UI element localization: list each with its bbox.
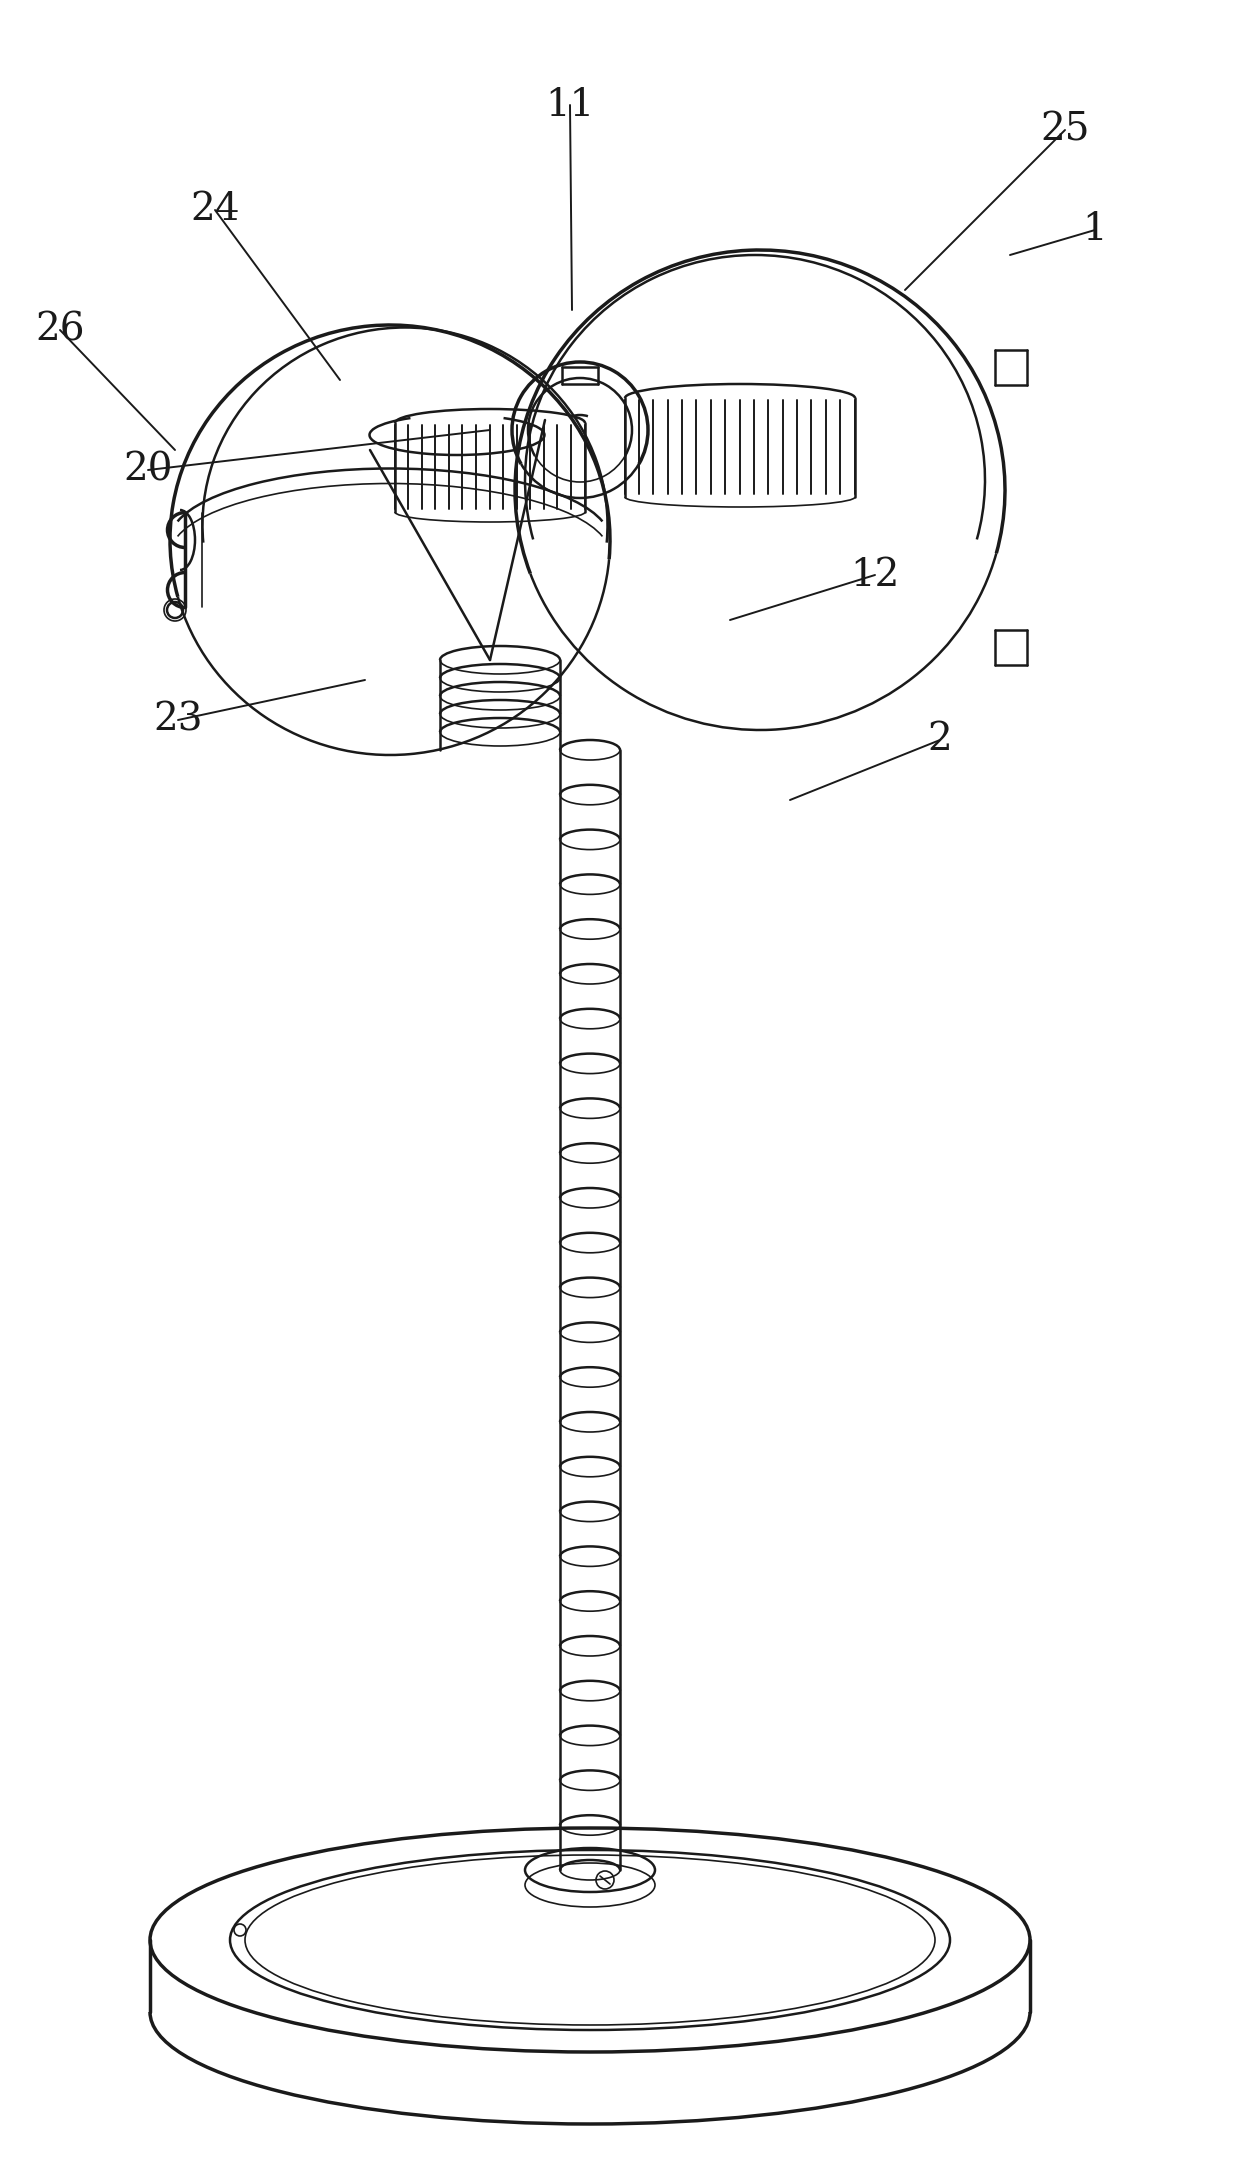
Text: 11: 11 <box>546 87 595 124</box>
Text: 26: 26 <box>35 312 84 349</box>
Text: 25: 25 <box>1040 111 1090 150</box>
Text: 1: 1 <box>1083 212 1107 249</box>
Text: 23: 23 <box>154 702 203 739</box>
Text: 24: 24 <box>190 191 239 228</box>
Text: 2: 2 <box>928 722 952 758</box>
Text: 12: 12 <box>851 557 900 594</box>
Text: 20: 20 <box>123 451 172 488</box>
